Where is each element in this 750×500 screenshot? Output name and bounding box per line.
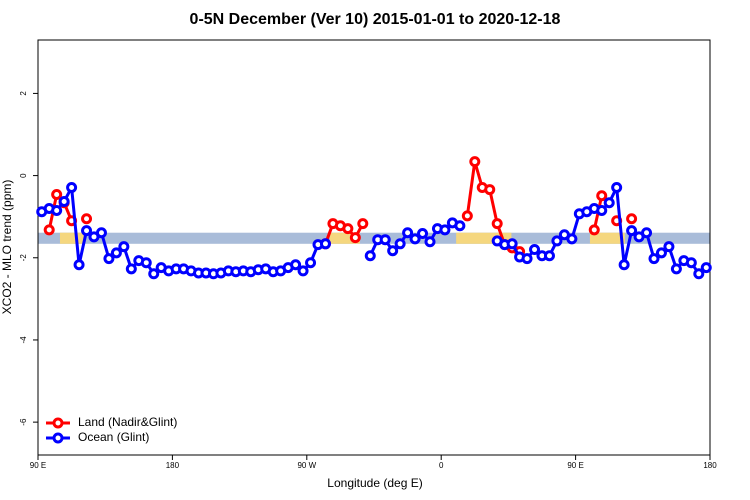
data-point	[125, 263, 137, 275]
legend-marker	[52, 432, 64, 444]
data-point	[611, 182, 623, 194]
data-point	[693, 268, 705, 280]
data-point	[596, 205, 608, 217]
data-point	[379, 234, 391, 246]
data-point	[394, 238, 406, 250]
data-point	[409, 233, 421, 245]
data-point	[357, 218, 369, 230]
data-point	[349, 232, 361, 244]
x-tick-label: 0	[439, 461, 444, 470]
data-point	[402, 227, 414, 239]
data-point	[110, 247, 122, 259]
x-tick-label: 90 E	[567, 461, 583, 470]
data-point	[81, 213, 93, 225]
y-tick-label: -2	[19, 254, 28, 262]
data-point	[626, 225, 638, 237]
data-point	[297, 265, 309, 277]
legend-marker	[52, 417, 64, 429]
data-point	[73, 259, 85, 271]
x-axis-title: Longitude (deg E)	[327, 476, 422, 490]
data-point	[58, 195, 70, 207]
data-point	[148, 268, 160, 280]
y-tick-label: 0	[19, 173, 28, 178]
data-point	[364, 250, 376, 262]
data-point	[543, 250, 555, 262]
data-point	[603, 197, 615, 209]
data-point	[484, 184, 496, 196]
y-tick-label: -6	[19, 418, 28, 426]
land-band	[329, 232, 360, 244]
data-point	[670, 263, 682, 275]
data-point	[454, 220, 466, 232]
data-point	[461, 210, 473, 222]
data-point	[424, 236, 436, 248]
data-point	[305, 257, 317, 269]
y-tick-label: 2	[19, 91, 28, 96]
data-point	[417, 228, 429, 240]
data-point	[648, 253, 660, 265]
data-point	[618, 259, 630, 271]
data-point	[491, 218, 503, 230]
data-point	[81, 225, 93, 237]
legend-label: Ocean (Glint)	[78, 430, 149, 444]
data-point	[588, 224, 600, 236]
x-tick-label: 180	[703, 461, 717, 470]
chart-title: 0-5N December (Ver 10) 2015-01-01 to 202…	[190, 11, 561, 28]
x-tick-label: 180	[166, 461, 180, 470]
data-point	[51, 205, 63, 217]
data-point	[641, 227, 653, 239]
data-point	[655, 247, 667, 259]
data-point	[319, 238, 331, 250]
data-point	[663, 241, 675, 253]
data-point	[566, 233, 578, 245]
data-point	[66, 182, 78, 194]
data-point	[551, 235, 563, 247]
data-point	[118, 241, 130, 253]
legend-label: Land (Nadir&Glint)	[78, 415, 177, 429]
x-tick-label: 90 W	[297, 461, 316, 470]
data-point	[529, 244, 541, 256]
data-point	[521, 253, 533, 265]
data-point	[596, 190, 608, 202]
land-band	[59, 232, 86, 244]
plot-frame	[37, 39, 711, 456]
land-band	[456, 232, 512, 244]
data-point	[469, 156, 481, 168]
y-tick-label: -4	[19, 336, 28, 344]
data-point	[685, 257, 697, 269]
data-point	[140, 257, 152, 269]
data-point	[95, 227, 107, 239]
y-axis-title: XCO2 - MLO trend (ppm)	[0, 180, 14, 315]
x-tick-label: 90 E	[30, 461, 46, 470]
data-point	[700, 262, 712, 274]
data-point	[387, 245, 399, 257]
data-point	[103, 253, 115, 265]
data-point	[626, 213, 638, 225]
data-point	[506, 238, 518, 250]
data-point	[43, 224, 55, 236]
data-point	[290, 259, 302, 271]
land-band	[589, 232, 625, 244]
data-point	[51, 188, 63, 200]
data-point	[342, 223, 354, 235]
data-point	[439, 224, 451, 236]
